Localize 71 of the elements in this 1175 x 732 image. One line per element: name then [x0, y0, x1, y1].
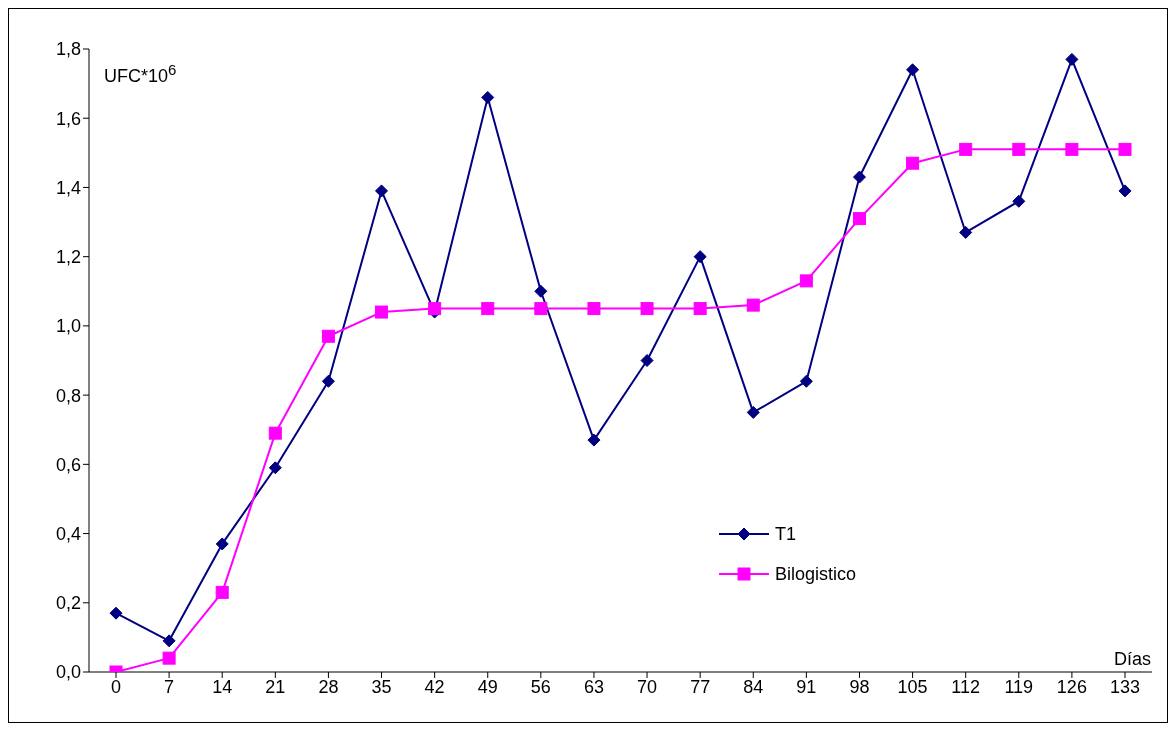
point	[375, 184, 389, 198]
point	[534, 302, 548, 316]
x-tick-label: 56	[530, 676, 551, 697]
y-tick-label: 1,4	[55, 177, 81, 198]
point	[1012, 194, 1026, 208]
point	[162, 634, 176, 648]
point	[162, 651, 176, 665]
point	[746, 298, 760, 312]
point	[321, 329, 335, 343]
point	[852, 212, 866, 226]
x-tick-label: 84	[743, 676, 764, 697]
x-tick-label: 70	[637, 676, 658, 697]
x-tick-label: 105	[897, 676, 928, 697]
legend-label: T1	[775, 523, 797, 545]
x-tick-label: 42	[424, 676, 445, 697]
y-tick-label: 0,8	[55, 385, 81, 406]
x-tick-label: 7	[164, 676, 175, 697]
point	[640, 302, 654, 316]
y-tick-label: 1,6	[55, 108, 81, 129]
point	[321, 374, 335, 388]
x-tick-label: 133	[1109, 676, 1141, 697]
point	[1118, 142, 1132, 156]
point	[1118, 184, 1132, 198]
point	[375, 305, 389, 319]
point	[481, 302, 495, 316]
x-tick-label: 77	[690, 676, 711, 697]
x-tick-label: 63	[583, 676, 604, 697]
point	[959, 225, 973, 239]
point	[587, 433, 601, 447]
point	[693, 302, 707, 316]
x-tick-label: 49	[477, 676, 498, 697]
point	[109, 606, 123, 620]
y-axis-title: UFC*10$^{6}$	[104, 61, 177, 87]
point	[746, 405, 760, 419]
point	[268, 461, 282, 475]
x-tick-label: 14	[212, 676, 233, 697]
x-tick-label: 91	[796, 676, 817, 697]
legend-label: Bilogistico	[775, 563, 857, 585]
point	[1012, 142, 1026, 156]
y-tick-label: 1,2	[55, 247, 81, 268]
x-tick-label: 112	[951, 676, 981, 697]
y-tick-label: 1,0	[55, 316, 81, 337]
x-tick-label: 28	[318, 676, 339, 697]
point	[215, 585, 229, 599]
x-tick-label: 21	[265, 676, 286, 697]
y-tick-label: 0,0	[55, 662, 81, 683]
x-tick-label: 119	[1004, 676, 1034, 697]
point	[799, 374, 813, 388]
y-tick-label: 0,4	[55, 523, 81, 544]
point	[693, 250, 707, 264]
point	[481, 90, 495, 104]
point	[1065, 142, 1079, 156]
point	[534, 284, 548, 298]
x-tick-label: 126	[1056, 676, 1087, 697]
x-tick-label: 0	[110, 676, 122, 697]
point	[640, 354, 654, 367]
point	[215, 537, 229, 551]
point	[852, 170, 866, 184]
point	[587, 302, 601, 316]
point	[799, 274, 813, 288]
x-tick-label: 98	[849, 676, 870, 697]
y-tick-label: 0,6	[55, 454, 81, 475]
point	[906, 156, 920, 170]
point	[1065, 52, 1079, 66]
y-tick-label: 1,8	[55, 39, 81, 60]
x-axis-title: Días	[1113, 649, 1151, 670]
x-tick-label: 35	[371, 676, 392, 697]
point	[959, 142, 973, 156]
point	[268, 426, 282, 440]
y-tick-label: 0,2	[55, 593, 81, 614]
point	[906, 63, 920, 77]
